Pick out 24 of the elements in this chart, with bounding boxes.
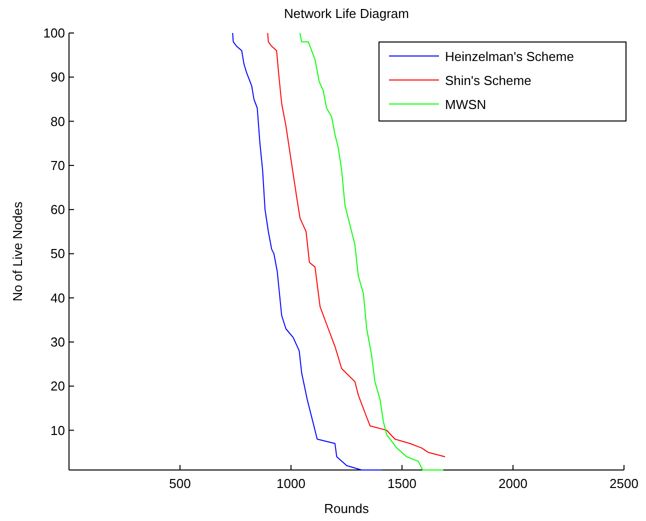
y-tick-label: 90 — [50, 70, 65, 85]
y-tick-label: 70 — [50, 158, 65, 173]
y-tick-label: 30 — [50, 334, 65, 350]
x-tick-label: 2500 — [610, 476, 638, 491]
y-tick-label: 80 — [50, 114, 65, 129]
line-series — [232, 32, 382, 470]
x-tick-label: 2000 — [498, 476, 528, 491]
x-tick-label: 1000 — [276, 476, 306, 491]
x-axis-title: Rounds — [324, 501, 370, 516]
legend-label: Shin's Scheme — [445, 73, 532, 88]
y-tick-label: 40 — [50, 290, 65, 306]
y-tick-label: 60 — [50, 202, 65, 218]
y-axis-title: No of Live Nodes — [10, 201, 25, 302]
y-tick-label: 10 — [50, 422, 65, 438]
line-series — [267, 32, 446, 458]
x-tick-label: 1500 — [388, 476, 416, 491]
legend-label: Heinzelman's Scheme — [445, 49, 574, 64]
x-tick-label: 500 — [169, 476, 191, 491]
chart-title: Network Life Diagram — [284, 6, 409, 21]
y-tick-label: 100 — [43, 26, 65, 40]
y-tick-label: 20 — [50, 378, 65, 394]
y-tick-label: 50 — [50, 246, 65, 262]
line-series — [299, 32, 444, 470]
legend-label: MWSN — [445, 97, 486, 112]
